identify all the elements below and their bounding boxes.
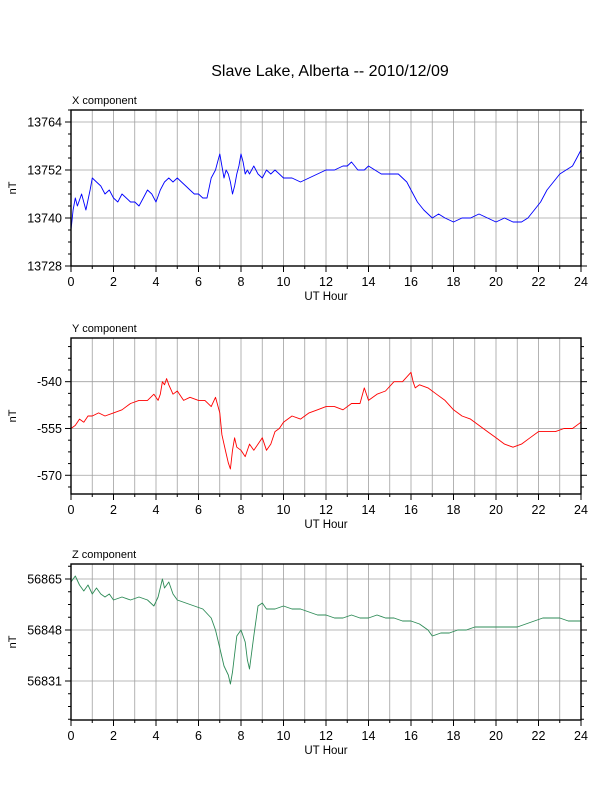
x-tick-label: 20 [489,729,503,743]
x-tick-label: 8 [238,503,245,517]
x-tick-label: 8 [238,275,245,289]
x-tick-label: 24 [574,729,588,743]
figure-title: Slave Lake, Alberta -- 2010/12/09 [211,63,449,80]
x-tick-label: 18 [447,275,461,289]
x-tick-label: 6 [195,275,202,289]
x-tick-label: 2 [110,275,117,289]
x-tick-label: 10 [277,729,291,743]
series-line-z [70,575,581,685]
x-tick-label: 22 [532,503,546,517]
x-axis-label-z: UT Hour [304,745,347,757]
y-tick-label: 56848 [27,624,62,638]
x-tick-label: 14 [362,729,376,743]
x-tick-label: 6 [195,729,202,743]
x-tick-label: 16 [404,729,418,743]
x-axis-label-x: UT Hour [304,291,347,303]
x-tick-label: 4 [153,729,160,743]
x-tick-label: 22 [532,275,546,289]
panel-label-x: X component [72,95,137,107]
y-tick-label: 56865 [27,573,62,587]
x-tick-label: 6 [195,503,202,517]
x-tick-label: 12 [319,503,333,517]
y-axis-label-x: nT [7,181,19,194]
x-tick-label: 12 [319,729,333,743]
x-tick-label: 14 [362,503,376,517]
x-tick-label: 2 [110,503,117,517]
panel-label-y: Y component [72,323,137,335]
y-tick-label: -570 [37,469,62,483]
x-tick-label: 14 [362,275,376,289]
x-tick-label: 24 [574,503,588,517]
y-axis-label-y: nT [7,409,19,422]
x-tick-label: 10 [277,503,291,517]
x-tick-label: 16 [404,275,418,289]
x-axis-label-y: UT Hour [304,519,347,531]
x-tick-label: 2 [110,729,117,743]
series-line-y [70,371,582,470]
series-line-x [70,149,582,231]
x-tick-label: 4 [153,275,160,289]
x-tick-label: 0 [68,729,75,743]
y-tick-label: 13740 [27,212,62,226]
y-axis-label-z: nT [7,635,19,648]
y-tick-label: -540 [37,375,62,389]
x-tick-label: 22 [532,729,546,743]
y-tick-label: 13764 [27,116,62,130]
x-tick-label: 0 [68,503,75,517]
x-tick-label: 4 [153,503,160,517]
y-tick-label: 13752 [27,164,62,178]
x-tick-label: 24 [574,275,588,289]
x-tick-label: 16 [404,503,418,517]
x-tick-label: 20 [489,275,503,289]
x-tick-label: 20 [489,503,503,517]
y-tick-label: -555 [37,422,62,436]
x-tick-label: 18 [447,729,461,743]
y-tick-label: 56831 [27,675,62,689]
x-tick-label: 8 [238,729,245,743]
x-tick-label: 10 [277,275,291,289]
panel-label-z: Z component [72,549,136,561]
x-tick-label: 12 [319,275,333,289]
x-tick-label: 0 [68,275,75,289]
y-tick-label: 13728 [27,260,62,274]
x-tick-label: 18 [447,503,461,517]
